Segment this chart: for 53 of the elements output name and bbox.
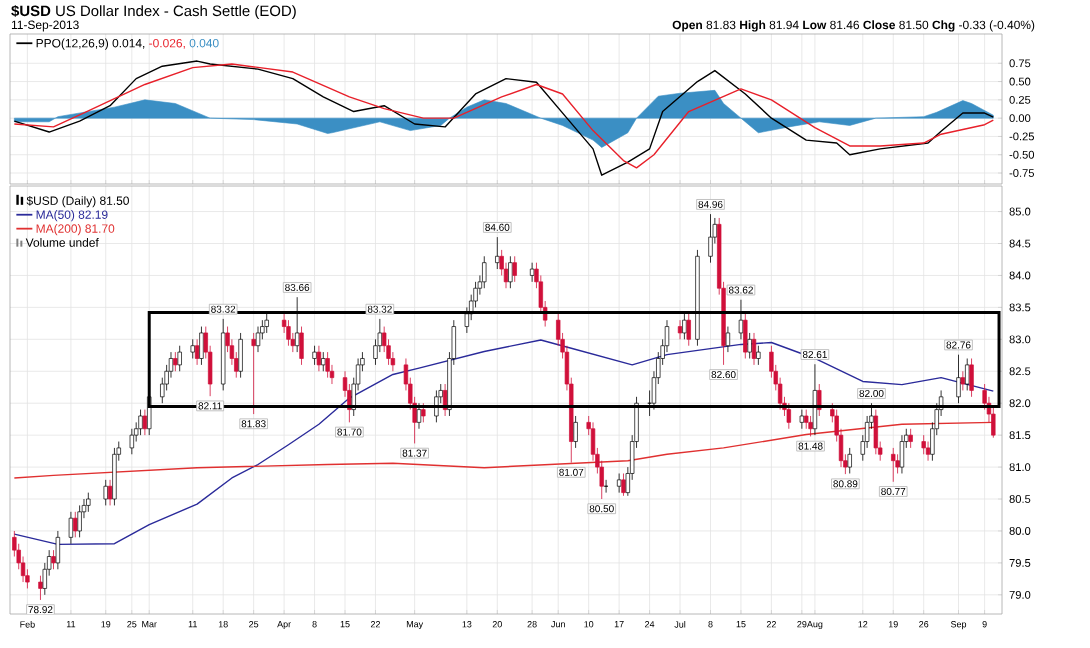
candlestick <box>925 441 931 462</box>
candlestick <box>238 332 243 379</box>
candlestick <box>73 511 78 538</box>
candlestick <box>286 319 291 347</box>
candlestick <box>969 358 974 398</box>
candlestick <box>103 479 108 506</box>
candlestick <box>743 313 748 359</box>
candlestick <box>173 351 178 372</box>
candlestick <box>51 549 56 570</box>
candlestick <box>112 447 117 506</box>
candlestick <box>891 447 896 483</box>
candlestick <box>68 511 74 545</box>
candlestick <box>321 351 326 372</box>
candlestick <box>708 213 713 264</box>
candlestick <box>756 345 761 366</box>
candlestick <box>529 262 535 283</box>
candlestick <box>129 428 135 455</box>
candlestick <box>325 351 330 379</box>
candlestick <box>199 326 204 366</box>
candlestick <box>421 402 426 423</box>
candlestick <box>508 255 513 289</box>
candlestick <box>512 255 517 283</box>
candlestick <box>38 575 43 601</box>
candlestick <box>299 326 304 366</box>
candlestick <box>965 358 970 391</box>
candlestick <box>899 434 905 474</box>
candlestick <box>804 409 809 430</box>
candlestick <box>786 402 791 430</box>
candlestick <box>312 345 317 366</box>
candlestick <box>751 332 757 366</box>
candlestick <box>316 345 322 372</box>
candlestick <box>138 409 143 436</box>
candlestick <box>77 505 82 538</box>
candlestick <box>677 319 683 340</box>
candlestick <box>255 326 261 353</box>
candlestick <box>747 332 752 359</box>
candlestick <box>921 434 926 455</box>
candlestick <box>55 530 61 570</box>
candlestick <box>190 338 195 359</box>
candlestick <box>908 428 913 449</box>
candlestick <box>177 345 182 372</box>
candlestick <box>808 415 813 437</box>
candlestick <box>725 326 731 353</box>
candlestick <box>960 370 966 391</box>
candlestick <box>86 492 91 513</box>
candlestick <box>873 409 879 455</box>
candlestick <box>616 473 622 494</box>
candlestick <box>621 473 626 497</box>
candlestick <box>251 332 256 415</box>
candlestick <box>895 453 900 474</box>
candlestick <box>482 255 487 289</box>
candlestick <box>573 415 578 449</box>
candlestick <box>495 236 500 270</box>
